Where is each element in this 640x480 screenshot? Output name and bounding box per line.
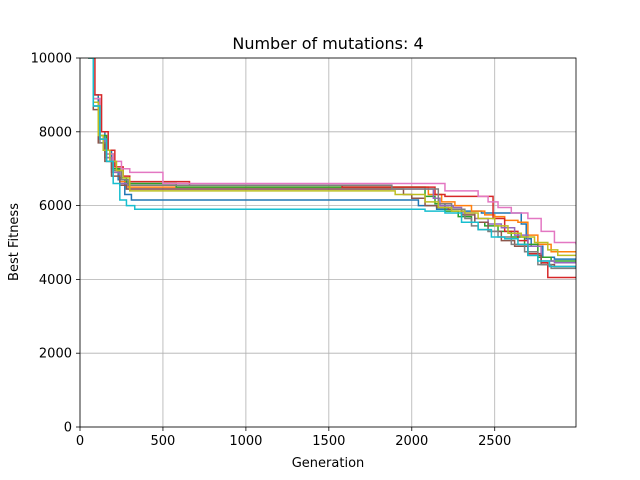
x-tick-label: 1000 — [229, 434, 262, 449]
x-tick-label: 500 — [151, 434, 176, 449]
x-axis-label: Generation — [292, 456, 365, 471]
y-tick-label: 8000 — [39, 125, 72, 140]
y-tick-label: 2000 — [39, 347, 72, 362]
y-axis-label: Best Fitness — [7, 203, 22, 281]
x-tick-label: 1500 — [312, 434, 345, 449]
y-tick-label: 4000 — [39, 273, 72, 288]
y-tick-label: 0 — [64, 421, 72, 436]
x-tick-label: 2500 — [478, 434, 511, 449]
x-tick-label: 0 — [76, 434, 84, 449]
y-tick-label: 6000 — [39, 199, 72, 214]
chart-title: Number of mutations: 4 — [232, 34, 423, 53]
x-tick-label: 2000 — [395, 434, 428, 449]
y-tick-label: 10000 — [31, 52, 72, 67]
